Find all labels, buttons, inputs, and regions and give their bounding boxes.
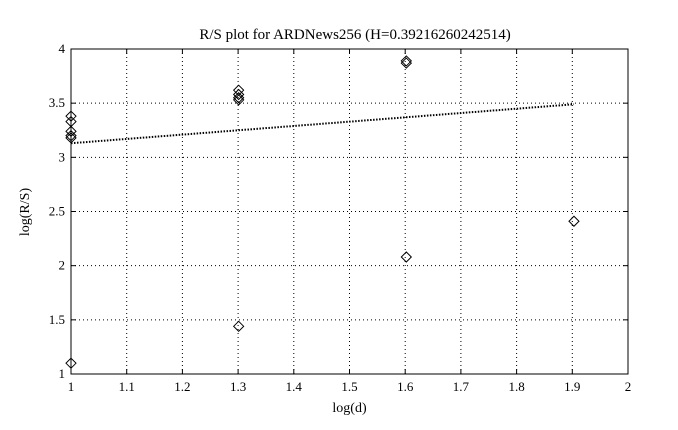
x-tick-label: 1.8 bbox=[508, 379, 524, 394]
data-point-diamond bbox=[232, 92, 245, 104]
data-points bbox=[65, 55, 580, 369]
data-point-diamond bbox=[65, 125, 77, 138]
x-axis-label: log(d) bbox=[332, 401, 367, 416]
x-tick-label: 1.9 bbox=[564, 379, 580, 394]
data-point-diamond bbox=[232, 94, 245, 106]
fit-line bbox=[70, 103, 575, 145]
data-point-diamond bbox=[65, 110, 77, 122]
data-point-diamond bbox=[65, 132, 77, 144]
data-point-diamond bbox=[568, 215, 580, 227]
y-tick-label: 3 bbox=[59, 149, 66, 164]
y-tick-label: 4 bbox=[59, 41, 66, 56]
x-tick-label: 2 bbox=[625, 379, 632, 394]
data-point-diamond bbox=[232, 320, 245, 333]
data-point-diamond bbox=[400, 251, 413, 263]
y-tick-label: 3.5 bbox=[49, 95, 65, 110]
x-tick-label: 1 bbox=[68, 379, 75, 394]
data-point-diamond bbox=[232, 88, 245, 101]
fit-line-layer bbox=[70, 103, 575, 145]
x-tick-label: 1.7 bbox=[453, 379, 470, 394]
y-tick-label: 1 bbox=[59, 366, 66, 381]
y-tick-label: 1.5 bbox=[49, 312, 65, 327]
data-point-diamond bbox=[400, 57, 413, 69]
axis-ticks: 1 1.1 1.2 1.3 1.4 1.5 1.6 1.7 1.8 1.9 2 1 1.5 2 2.5 3 3.… bbox=[49, 41, 632, 394]
x-tick-label: 1.6 bbox=[397, 379, 414, 394]
y-tick-label: 2.5 bbox=[49, 204, 65, 219]
y-axis-label: log(R/S) bbox=[18, 188, 33, 237]
x-tick-label: 1.4 bbox=[286, 379, 303, 394]
data-point-diamond bbox=[400, 55, 413, 67]
x-tick-label: 1.5 bbox=[341, 379, 357, 394]
x-tick-label: 1.2 bbox=[174, 379, 190, 394]
grid bbox=[71, 49, 628, 374]
x-tick-label: 1.3 bbox=[230, 379, 246, 394]
data-point-diamond bbox=[65, 129, 77, 142]
y-tick-label: 2 bbox=[59, 258, 66, 273]
x-tick-label: 1.1 bbox=[119, 379, 135, 394]
chart-title: R/S plot for ARDNews256 (H=0.39216260242… bbox=[199, 27, 510, 43]
data-point-diamond bbox=[65, 357, 77, 369]
